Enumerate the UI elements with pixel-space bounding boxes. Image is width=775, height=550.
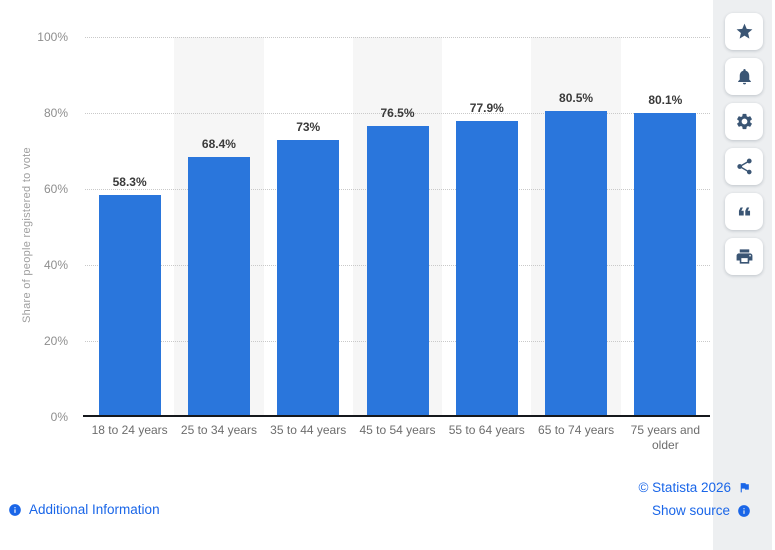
bar [634, 112, 697, 417]
gridline [85, 113, 710, 114]
x-axis-label: 35 to 44 years [270, 423, 347, 437]
show-source-link[interactable]: Show source [652, 503, 751, 518]
side-toolbar [713, 0, 772, 550]
bar [545, 111, 608, 417]
bell-icon [737, 68, 751, 85]
x-axis-line [83, 415, 710, 417]
bar [187, 157, 250, 417]
copyright-label: © Statista 2026 [638, 480, 731, 495]
y-tick-label: 20% [43, 334, 68, 348]
favorite-button[interactable] [725, 13, 763, 50]
x-axis-label: 75 years and older [630, 423, 701, 452]
x-axis-label: 18 to 24 years [91, 423, 168, 437]
print-icon [736, 249, 752, 264]
bar [366, 126, 429, 417]
x-axis-label: 45 to 54 years [359, 423, 436, 437]
plot-area: 58.3% 68.4% 73% 76.5% 77.9% 80.5% 80.1% [85, 37, 710, 417]
additional-information-label: Additional Information [29, 502, 160, 517]
x-axis-label: 25 to 34 years [180, 423, 257, 437]
star-icon [736, 23, 752, 39]
x-axis-labels: 18 to 24 years 25 to 34 years 35 to 44 yea… [85, 423, 710, 457]
y-tick-label: 80% [43, 106, 68, 120]
info-icon [738, 504, 750, 517]
bar-value-label: 73% [296, 119, 321, 134]
x-axis-label: 65 to 74 years [538, 423, 615, 437]
y-tick-label: 40% [43, 258, 68, 272]
bar [98, 195, 161, 417]
info-icon [9, 503, 21, 516]
print-button[interactable] [725, 238, 763, 275]
share-button[interactable] [725, 148, 763, 185]
additional-information-link[interactable]: Additional Information [8, 502, 160, 517]
notification-button[interactable] [725, 58, 763, 95]
y-axis-title: Share of people registered to vote [21, 147, 33, 323]
settings-button[interactable] [725, 103, 763, 140]
x-axis-label: 55 to 64 years [448, 423, 525, 437]
y-tick-label: 100% [37, 30, 68, 44]
bar-value-label: 77.9% [469, 100, 504, 115]
show-source-label: Show source [651, 503, 730, 518]
bar-chart: Share of people registered to vote 58.3%… [21, 30, 710, 457]
y-tick-label: 0% [50, 410, 68, 424]
bar-value-label: 68.4% [201, 137, 236, 152]
bar-value-label: 80.1% [648, 92, 683, 107]
bar [277, 139, 340, 417]
bar-value-label: 80.5% [559, 91, 594, 106]
bar-value-label: 58.3% [112, 175, 147, 190]
share-icon [736, 158, 752, 175]
flag-icon [740, 483, 749, 493]
gear-icon [736, 113, 752, 130]
bar-value-label: 76.5% [380, 106, 415, 121]
y-tick-label: 60% [43, 182, 68, 196]
bar [455, 120, 518, 417]
gridline [85, 37, 710, 38]
quote-icon [738, 207, 750, 216]
statista-copyright-link[interactable]: © Statista 2026 [638, 480, 751, 495]
cite-button[interactable] [725, 193, 763, 230]
